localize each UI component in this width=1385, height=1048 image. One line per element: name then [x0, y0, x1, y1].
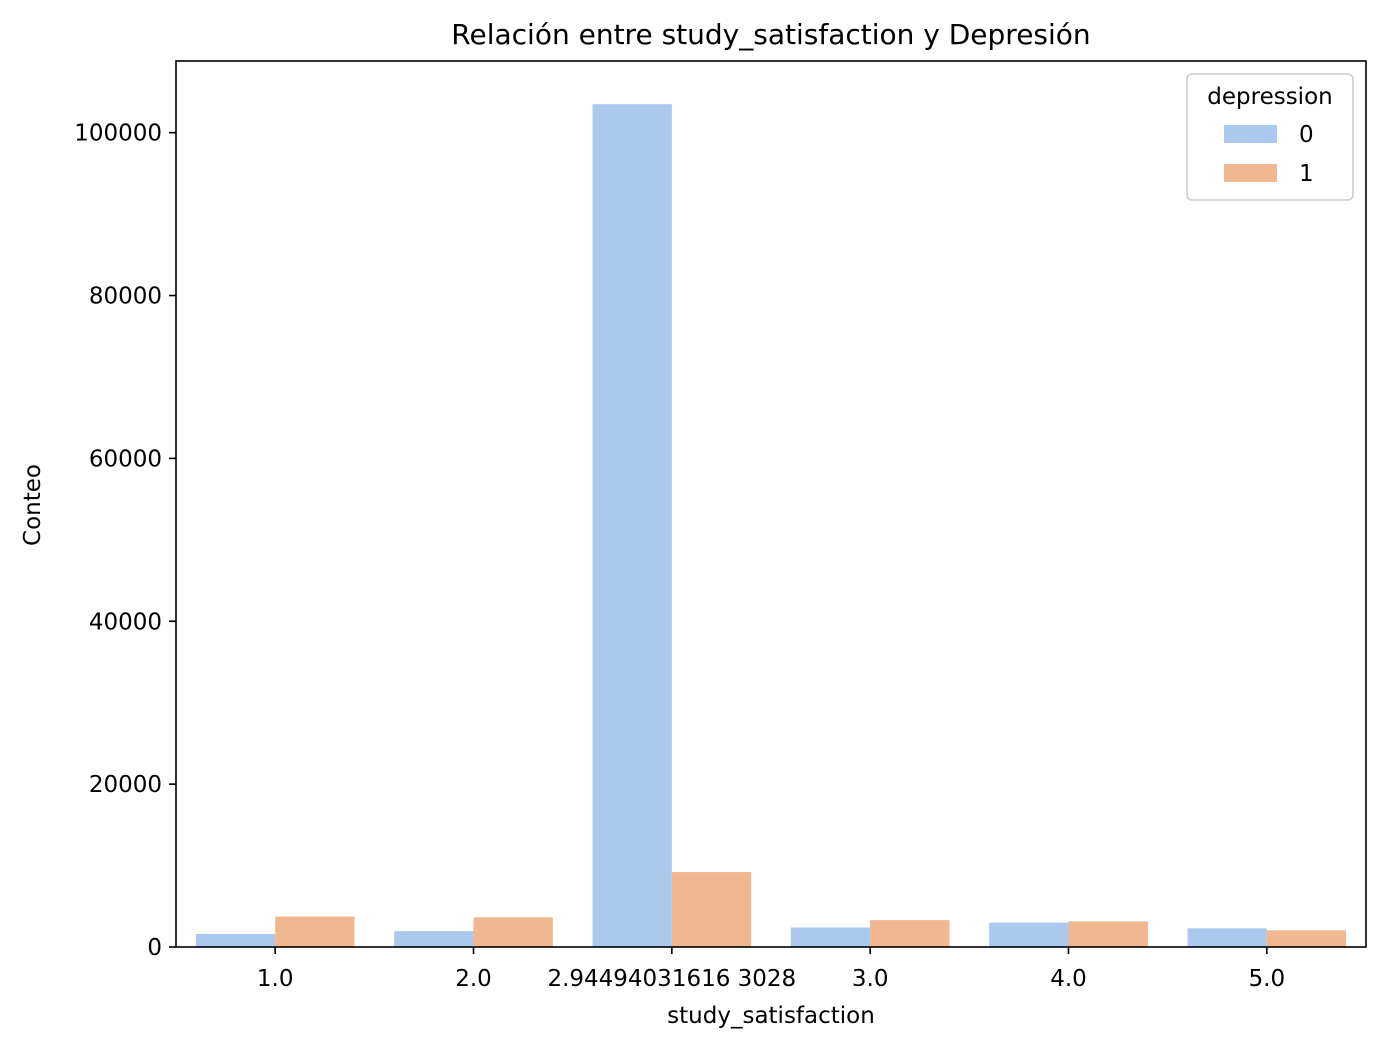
y-tick-label: 0 — [147, 935, 162, 961]
y-axis-label: Conteo — [20, 464, 46, 546]
plot-frame — [175, 60, 1367, 948]
bar-2.0-depression-0 — [394, 931, 474, 947]
bar-1.0-depression-1 — [275, 916, 355, 947]
legend-swatch-0 — [1224, 125, 1277, 143]
bar-1.0-depression-0 — [195, 933, 276, 947]
x-axis-ticks: 1.0 2.0 2.94494031616 3028 3.0 4.0 5.0 — [257, 947, 1285, 992]
x-tick-label: 2.94494031616 3028 — [547, 966, 796, 992]
legend: depression 01 — [1186, 73, 1354, 201]
y-tick-label: 100000 — [74, 121, 162, 147]
legend-label-0: 0 — [1299, 122, 1314, 148]
bar-2.94494031616 3028-depression-0 — [592, 104, 672, 948]
legend-entries: 01 — [1224, 122, 1314, 187]
bar-2.94494031616 3028-depression-1 — [671, 872, 752, 947]
bar-3.0-depression-1 — [870, 920, 950, 947]
y-tick-label: 80000 — [89, 284, 162, 310]
y-axis-ticks: 0 20000 40000 60000 80000 100000 — [74, 121, 176, 961]
bar-2.0-depression-1 — [473, 917, 553, 947]
legend-title: depression — [1207, 84, 1332, 110]
x-axis-label: study_satisfaction — [667, 1003, 875, 1029]
x-tick-label: 5.0 — [1249, 966, 1286, 992]
y-tick-label: 60000 — [89, 446, 162, 472]
bar-4.0-depression-1 — [1068, 921, 1148, 947]
legend-label-1: 1 — [1299, 161, 1314, 187]
legend-swatch-1 — [1224, 164, 1277, 182]
bars — [195, 104, 1347, 948]
bar-5.0-depression-0 — [1187, 928, 1267, 947]
y-tick-label: 40000 — [89, 609, 162, 635]
x-tick-label: 4.0 — [1050, 966, 1087, 992]
x-tick-label: 2.0 — [455, 966, 492, 992]
bar-5.0-depression-1 — [1266, 930, 1347, 947]
bar-3.0-depression-0 — [790, 927, 871, 947]
x-tick-label: 3.0 — [852, 966, 889, 992]
x-tick-label: 1.0 — [257, 966, 294, 992]
chart-title: Relación entre study_satisfaction y Depr… — [451, 18, 1090, 51]
bar-4.0-depression-0 — [989, 922, 1069, 947]
y-tick-label: 20000 — [89, 772, 162, 798]
